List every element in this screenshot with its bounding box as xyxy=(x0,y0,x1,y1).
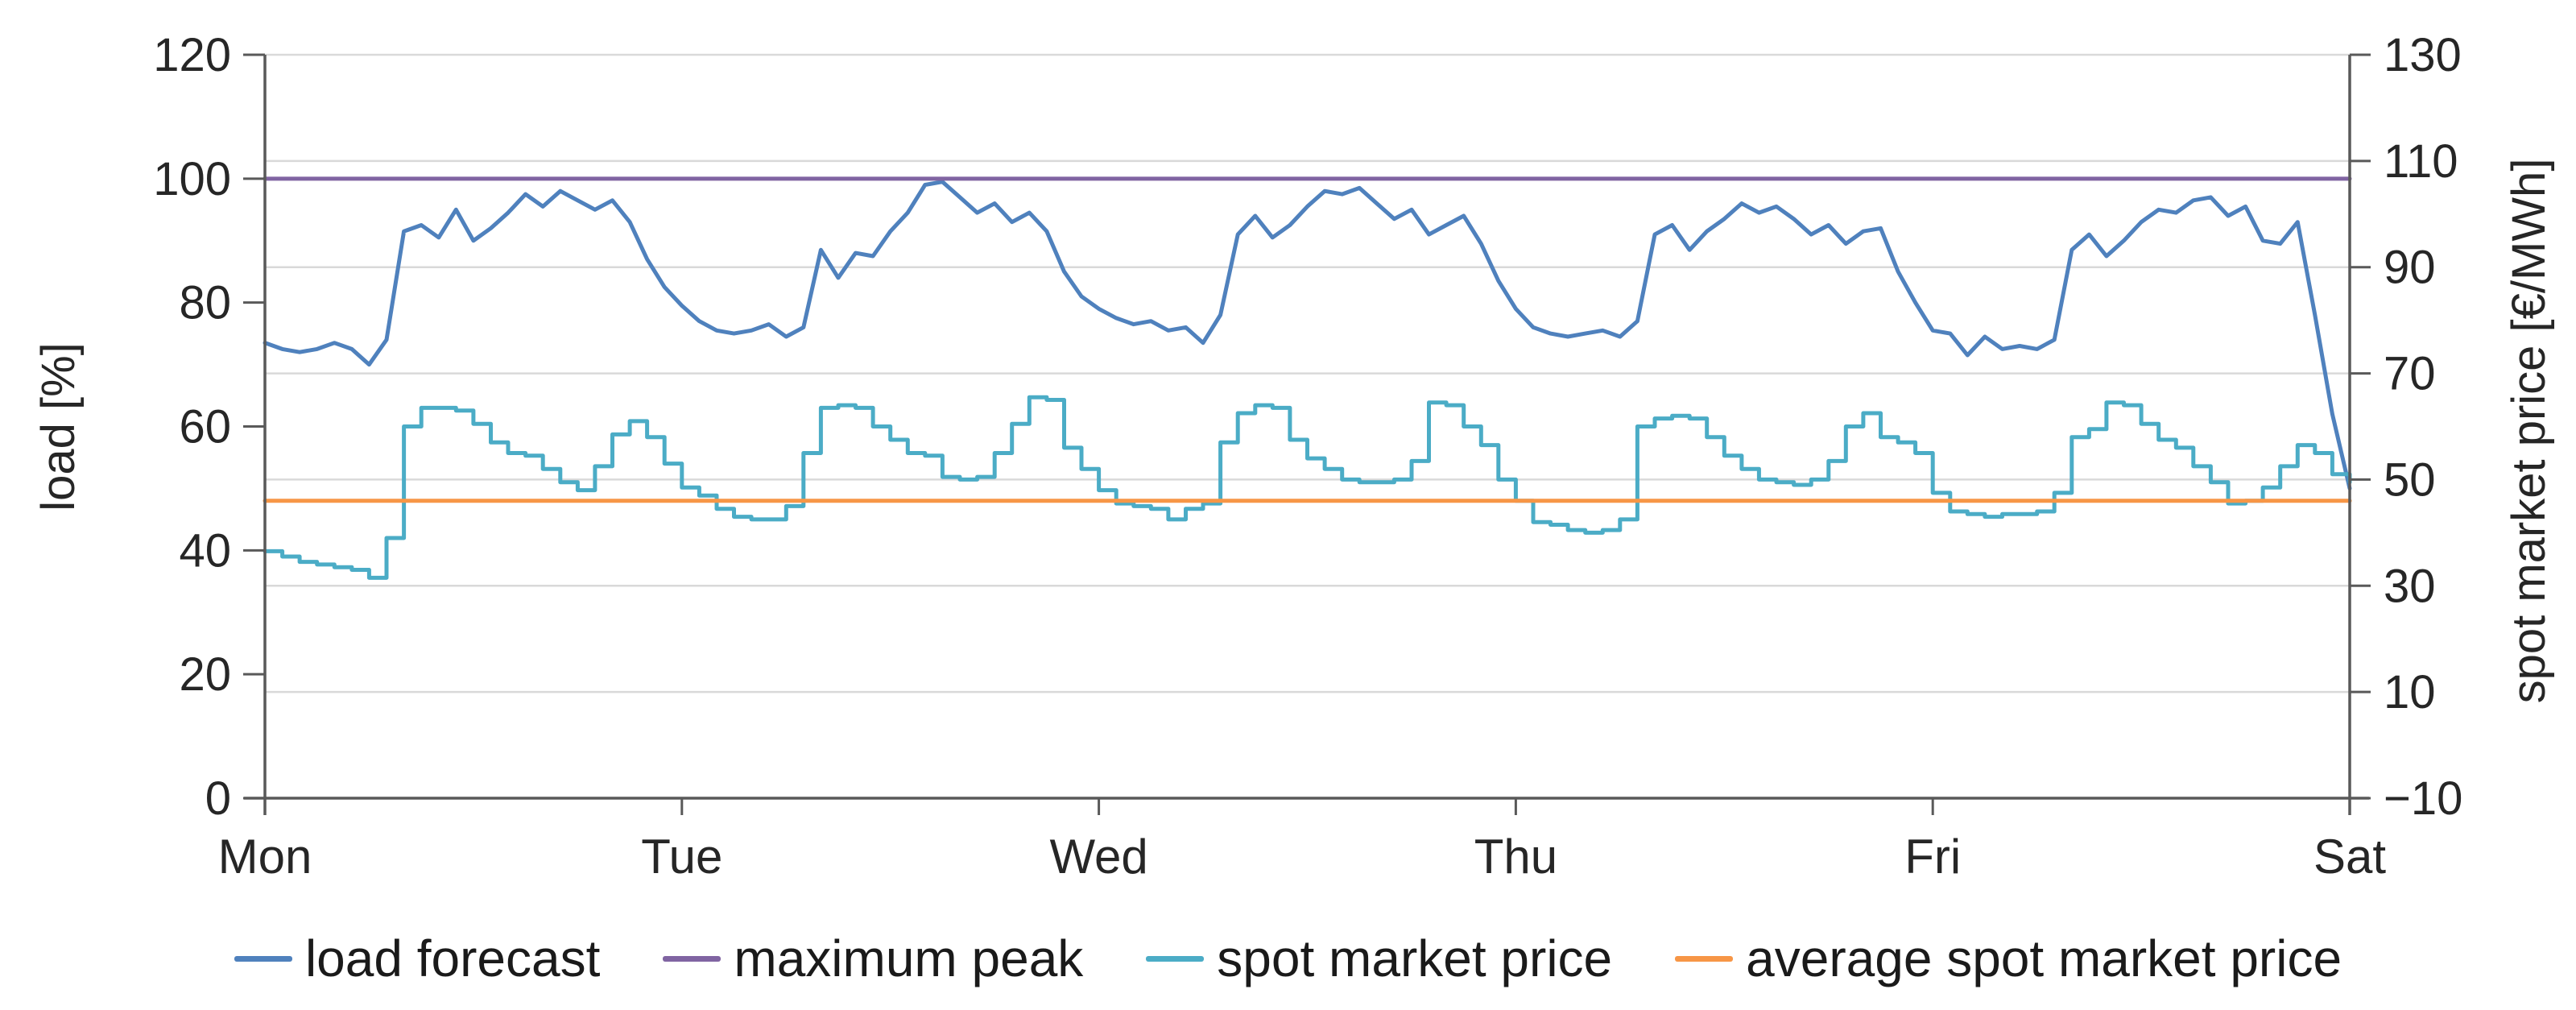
axis-tick-labels: 0 20 40 60 80 100 120 −10 10 30 50 70 90 110 130 Mon Tue… xyxy=(153,29,2462,884)
left-axis-tick-label: 40 xyxy=(179,524,231,577)
x-axis-label-tue: Tue xyxy=(641,830,722,884)
legend-label: spot market price xyxy=(1217,929,1613,987)
axes xyxy=(243,53,2371,815)
right-axis-tick-label: 90 xyxy=(2384,242,2436,294)
legend-item-spot-market-price: spot market price xyxy=(1146,929,1612,988)
x-axis-label-sat: Sat xyxy=(2313,830,2386,884)
right-axis-tick-label: 70 xyxy=(2384,348,2436,400)
legend-line-swatch xyxy=(1675,955,1734,962)
legend-line-swatch xyxy=(1146,955,1205,962)
right-axis-tick-label: 10 xyxy=(2384,666,2436,718)
right-axis-tick-label: 110 xyxy=(2384,135,2458,188)
legend-label: load forecast xyxy=(304,929,601,987)
right-axis-tick-label: 30 xyxy=(2384,560,2436,612)
x-axis-label-wed: Wed xyxy=(1049,830,1147,884)
left-axis-title: load [%] xyxy=(32,342,85,511)
legend-item-load-forecast: load forecast xyxy=(234,929,600,988)
left-axis-tick-label: 80 xyxy=(179,277,231,329)
legend-item-average-spot-market-price: average spot market price xyxy=(1675,929,2342,988)
gridlines xyxy=(265,53,2350,693)
series-load-forecast xyxy=(263,180,2352,491)
x-axis-label-fri: Fri xyxy=(1904,830,1961,884)
left-axis-tick-label: 20 xyxy=(179,648,231,701)
x-axis-label-mon: Mon xyxy=(218,830,312,884)
left-axis-tick-label: 120 xyxy=(153,29,231,81)
series-spot-market-price xyxy=(263,395,2352,580)
right-axis-title: spot market price [€/MWh] xyxy=(2503,159,2555,704)
legend-label: average spot market price xyxy=(1746,929,2342,987)
left-axis-tick-label: 60 xyxy=(179,401,231,453)
legend-line-swatch xyxy=(234,955,292,962)
legend-label: maximum peak xyxy=(734,929,1084,987)
legend: load forecast maximum peak spot market pri… xyxy=(0,917,2576,1000)
legend-item-maximum-peak: maximum peak xyxy=(663,929,1083,988)
left-axis-tick-label: 0 xyxy=(205,772,231,825)
right-axis-tick-label: 130 xyxy=(2384,29,2462,81)
left-axis-tick-label: 100 xyxy=(153,153,231,205)
series-lines xyxy=(263,176,2352,580)
right-axis-tick-label: −10 xyxy=(2384,772,2462,825)
x-axis-label-thu: Thu xyxy=(1474,830,1557,884)
legend-line-swatch xyxy=(663,955,722,962)
right-axis-tick-label: 50 xyxy=(2384,453,2436,506)
